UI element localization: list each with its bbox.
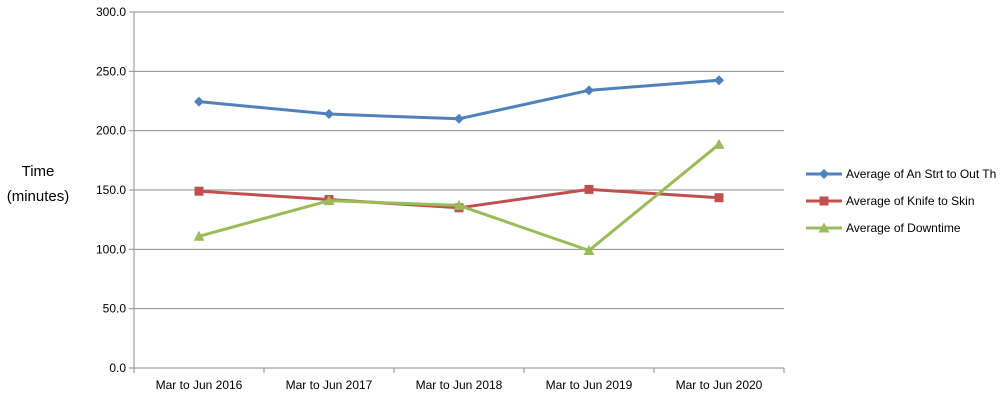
legend-marker bbox=[819, 168, 829, 179]
y-tick-label: 50.0 bbox=[103, 302, 127, 316]
series-line bbox=[198, 78, 720, 121]
legend-item: Average of Downtime bbox=[806, 214, 996, 241]
x-tick-label: Mar to Jun 2017 bbox=[286, 378, 373, 392]
legend-item: Average of Knife to Skin bbox=[806, 187, 996, 214]
series-3 bbox=[193, 138, 725, 256]
legend-label: Average of An Strt to Out Th bbox=[846, 166, 997, 181]
y-axis-label-line1: Time bbox=[22, 163, 55, 180]
legend-label: Average of Knife to Skin bbox=[846, 193, 975, 208]
legend-item: Average of An Strt to Out Th bbox=[806, 160, 996, 187]
data-point-diamond bbox=[714, 75, 724, 86]
data-point-triangle bbox=[193, 230, 205, 241]
data-point-triangle bbox=[583, 245, 595, 256]
legend-swatch-icon bbox=[806, 195, 842, 207]
legend-swatch-icon bbox=[806, 168, 842, 180]
data-point-triangle bbox=[323, 195, 335, 206]
x-tick-label: Mar to Jun 2016 bbox=[156, 378, 243, 392]
y-axis-label-line2: (minutes) bbox=[7, 188, 70, 205]
y-tick-label: 0.0 bbox=[109, 361, 126, 375]
data-point-square bbox=[584, 184, 594, 194]
data-point-square bbox=[714, 193, 724, 203]
legend-marker bbox=[819, 196, 829, 205]
data-point-diamond bbox=[584, 85, 594, 96]
y-tick-labels: 0.0 50.0 100.0 150.0 200.0 250.0 300.0 bbox=[96, 5, 126, 375]
x-tick-labels: Mar to Jun 2016 Mar to Jun 2017 Mar to Jun… bbox=[156, 378, 763, 392]
series-1 bbox=[194, 75, 724, 124]
y-tick-label: 100.0 bbox=[96, 242, 126, 256]
legend-swatch-icon bbox=[806, 222, 842, 234]
x-tick-label: Mar to Jun 2019 bbox=[546, 378, 633, 392]
y-tick-label: 300.0 bbox=[96, 5, 126, 19]
y-tick-label: 200.0 bbox=[96, 124, 126, 138]
data-point-triangle bbox=[713, 138, 725, 149]
data-point-diamond bbox=[324, 109, 334, 120]
data-point-diamond bbox=[194, 96, 204, 107]
data-point-diamond bbox=[454, 113, 464, 124]
data-point-triangle bbox=[453, 199, 465, 210]
legend-marker bbox=[818, 222, 830, 232]
y-tick-label: 250.0 bbox=[96, 64, 126, 78]
series-lines bbox=[193, 75, 725, 256]
legend-label: Average of Downtime bbox=[846, 220, 961, 235]
x-tick-label: Mar to Jun 2018 bbox=[416, 378, 503, 392]
gridlines bbox=[129, 11, 784, 369]
axes bbox=[133, 12, 785, 373]
legend: Average of An Strt to Out Th Average of K… bbox=[806, 160, 996, 241]
x-tick-label: Mar to Jun 2020 bbox=[676, 378, 763, 392]
data-point-square bbox=[194, 186, 204, 196]
y-tick-label: 150.0 bbox=[96, 183, 126, 197]
